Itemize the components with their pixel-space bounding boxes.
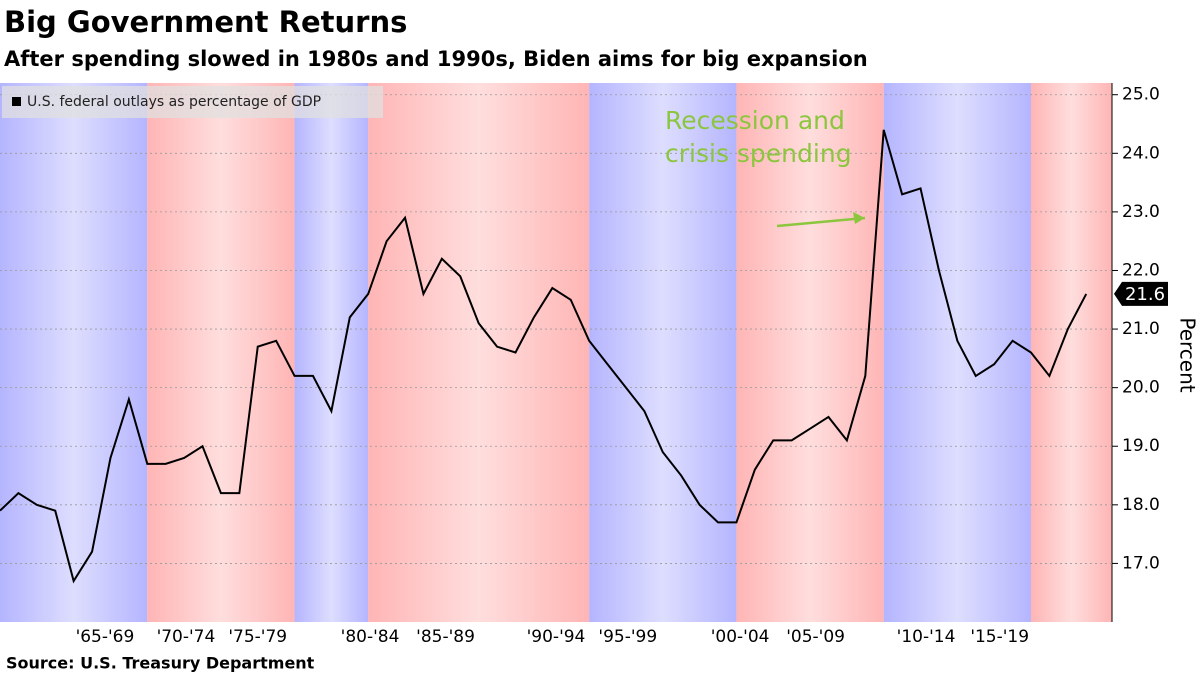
- y-tick-label: 22.0: [1122, 260, 1160, 280]
- y-tick-label: 24.0: [1122, 143, 1160, 163]
- term-band: [883, 83, 1031, 622]
- x-tick-label: '10-'14: [897, 627, 956, 647]
- y-tick-label: 17.0: [1122, 553, 1160, 573]
- legend-box: [2, 86, 383, 118]
- chart-title: Big Government Returns: [4, 5, 407, 39]
- term-band: [736, 83, 884, 622]
- term-band: [368, 83, 590, 622]
- x-tick-label: '90-'94: [527, 627, 586, 647]
- x-tick-label: '05-'09: [786, 627, 845, 647]
- chart-subtitle: After spending slowed in 1980s and 1990s…: [4, 47, 868, 71]
- annotation: Recession and: [665, 106, 845, 135]
- bands: [0, 83, 1112, 622]
- series-line: [0, 129, 1088, 584]
- x-tick-label: '85-'89: [416, 627, 475, 647]
- term-band: [589, 83, 737, 622]
- x-tick-label: '75-'79: [228, 627, 287, 647]
- x-tick-label: '70-'74: [157, 627, 216, 647]
- annotation-arrow: [776, 216, 866, 228]
- x-tick-label: '65-'69: [76, 627, 135, 647]
- legend-swatch: [12, 97, 21, 106]
- x-tick-label: '95-'99: [598, 627, 657, 647]
- last-value-box: [1114, 281, 1168, 306]
- y-tick-label: 23.0: [1122, 202, 1160, 222]
- term-band: [1030, 83, 1112, 622]
- x-tick-label: '15-'19: [970, 627, 1029, 647]
- term-band: [0, 83, 148, 622]
- y-tick-label: 25.0: [1122, 85, 1160, 105]
- last-value-label: 21.6: [1125, 284, 1165, 305]
- term-band: [294, 83, 369, 622]
- y-tick-label: 18.0: [1122, 495, 1160, 515]
- term-band: [147, 83, 295, 622]
- annotation: crisis spending: [665, 139, 852, 168]
- x-tick-label: '00-'04: [711, 627, 770, 647]
- y-tick-label: 21.0: [1122, 319, 1160, 339]
- legend-label: U.S. federal outlays as percentage of GD…: [27, 94, 321, 110]
- annotation-arrowhead: [853, 212, 865, 224]
- source: Source: U.S. Treasury Department: [6, 654, 315, 673]
- y-tick-label: 19.0: [1122, 436, 1160, 456]
- x-tick-label: '80-'84: [341, 627, 400, 647]
- y-tick-label: 20.0: [1122, 378, 1160, 398]
- y-axis-label: Percent: [1176, 317, 1200, 392]
